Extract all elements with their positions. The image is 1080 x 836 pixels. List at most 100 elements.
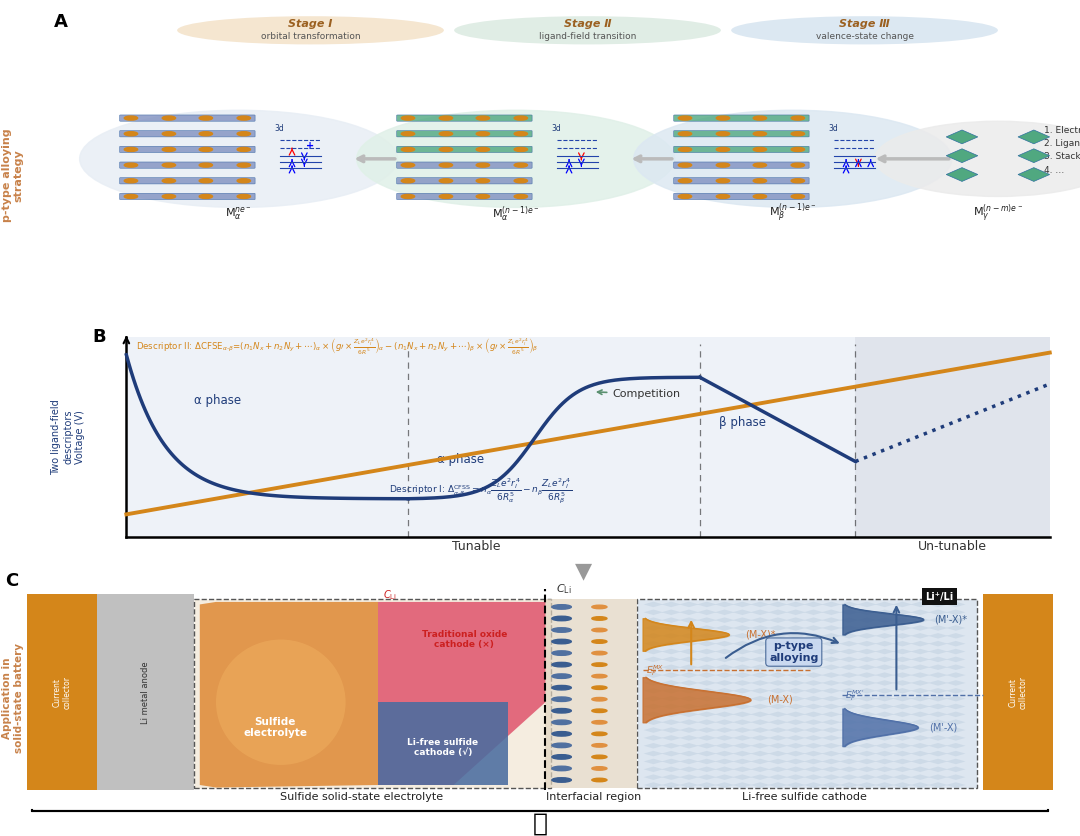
Polygon shape	[697, 720, 716, 725]
Polygon shape	[804, 720, 823, 725]
Polygon shape	[715, 688, 734, 694]
Polygon shape	[946, 130, 977, 144]
Polygon shape	[893, 743, 913, 748]
Polygon shape	[786, 641, 806, 646]
Polygon shape	[893, 649, 913, 655]
Polygon shape	[200, 602, 378, 788]
Text: Stage Ⅱ: Stage Ⅱ	[564, 19, 611, 29]
Polygon shape	[697, 751, 716, 757]
Polygon shape	[661, 751, 680, 757]
Polygon shape	[822, 649, 841, 655]
Circle shape	[716, 116, 730, 120]
Polygon shape	[697, 633, 716, 639]
Polygon shape	[946, 759, 966, 764]
Polygon shape	[839, 649, 859, 655]
Polygon shape	[893, 782, 913, 788]
Polygon shape	[661, 617, 680, 623]
Polygon shape	[946, 743, 966, 748]
Polygon shape	[822, 625, 841, 630]
Polygon shape	[679, 711, 699, 717]
Polygon shape	[858, 609, 877, 615]
Polygon shape	[822, 688, 841, 694]
Polygon shape	[732, 688, 752, 694]
Polygon shape	[839, 617, 859, 623]
Polygon shape	[839, 735, 859, 741]
Polygon shape	[786, 711, 806, 717]
Polygon shape	[875, 665, 894, 670]
Polygon shape	[804, 774, 823, 780]
Circle shape	[199, 179, 213, 183]
Text: Traditional oxide
cathode (×): Traditional oxide cathode (×)	[421, 630, 508, 650]
Polygon shape	[715, 735, 734, 741]
Polygon shape	[929, 782, 948, 788]
Polygon shape	[910, 782, 930, 788]
Polygon shape	[715, 720, 734, 725]
Polygon shape	[679, 720, 699, 725]
FancyBboxPatch shape	[674, 146, 809, 152]
Polygon shape	[858, 767, 877, 772]
Text: ligand-field transition: ligand-field transition	[539, 32, 636, 41]
FancyBboxPatch shape	[674, 162, 809, 168]
FancyBboxPatch shape	[126, 337, 1050, 537]
Circle shape	[402, 147, 415, 151]
Polygon shape	[751, 649, 770, 655]
Polygon shape	[910, 767, 930, 772]
Polygon shape	[732, 602, 752, 607]
Polygon shape	[875, 602, 894, 607]
Polygon shape	[946, 727, 966, 733]
Polygon shape	[697, 743, 716, 748]
Polygon shape	[804, 743, 823, 748]
Polygon shape	[378, 702, 508, 785]
Circle shape	[552, 743, 571, 747]
Circle shape	[592, 721, 607, 724]
Polygon shape	[786, 735, 806, 741]
Circle shape	[552, 755, 571, 759]
Polygon shape	[679, 672, 699, 678]
Polygon shape	[715, 681, 734, 686]
Polygon shape	[858, 633, 877, 639]
Polygon shape	[751, 743, 770, 748]
Polygon shape	[946, 649, 966, 655]
Polygon shape	[839, 774, 859, 780]
Polygon shape	[715, 633, 734, 639]
Polygon shape	[751, 665, 770, 670]
Text: 3. Stacking pattern: 3. Stacking pattern	[1044, 152, 1080, 161]
Polygon shape	[875, 617, 894, 623]
Polygon shape	[644, 720, 663, 725]
Circle shape	[476, 147, 489, 151]
Polygon shape	[858, 759, 877, 764]
Polygon shape	[875, 656, 894, 662]
Polygon shape	[697, 774, 716, 780]
Polygon shape	[786, 672, 806, 678]
Polygon shape	[839, 696, 859, 701]
Circle shape	[552, 640, 571, 644]
Circle shape	[592, 605, 607, 609]
Polygon shape	[858, 727, 877, 733]
Circle shape	[514, 179, 527, 183]
Polygon shape	[858, 602, 877, 607]
Circle shape	[199, 132, 213, 135]
Polygon shape	[715, 617, 734, 623]
Polygon shape	[946, 665, 966, 670]
Circle shape	[124, 179, 137, 183]
Polygon shape	[804, 602, 823, 607]
Polygon shape	[715, 649, 734, 655]
Polygon shape	[946, 767, 966, 772]
Polygon shape	[893, 672, 913, 678]
Polygon shape	[875, 782, 894, 788]
Circle shape	[440, 116, 453, 120]
Polygon shape	[910, 633, 930, 639]
Polygon shape	[644, 727, 663, 733]
Polygon shape	[929, 665, 948, 670]
Circle shape	[552, 720, 571, 725]
Polygon shape	[644, 625, 663, 630]
Polygon shape	[768, 735, 787, 741]
Polygon shape	[697, 649, 716, 655]
FancyBboxPatch shape	[120, 130, 255, 137]
Polygon shape	[732, 617, 752, 623]
Circle shape	[634, 110, 951, 207]
Text: Current
collector: Current collector	[53, 675, 71, 709]
Polygon shape	[751, 672, 770, 678]
Circle shape	[440, 195, 453, 198]
Circle shape	[440, 163, 453, 167]
